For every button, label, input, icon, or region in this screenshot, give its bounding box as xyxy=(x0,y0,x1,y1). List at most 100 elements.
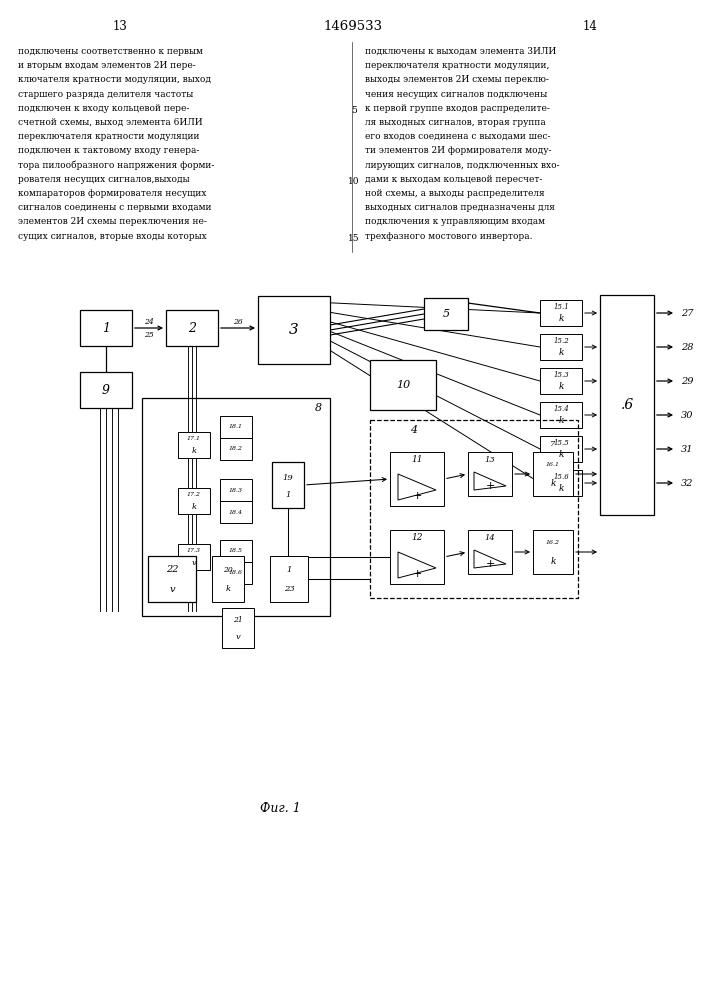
Text: старшего разряда делителя частоты: старшего разряда делителя частоты xyxy=(18,90,193,99)
Text: v: v xyxy=(192,559,197,567)
Text: 9: 9 xyxy=(102,383,110,396)
Text: трехфазного мостового инвертора.: трехфазного мостового инвертора. xyxy=(365,232,532,241)
Text: v: v xyxy=(169,585,175,594)
Text: 18.3: 18.3 xyxy=(229,488,243,492)
Text: 17.3: 17.3 xyxy=(187,548,201,553)
Text: 28: 28 xyxy=(681,342,694,352)
Text: 32: 32 xyxy=(681,479,694,488)
Text: 29: 29 xyxy=(681,376,694,385)
Text: 1: 1 xyxy=(102,322,110,334)
Text: 5: 5 xyxy=(351,106,357,115)
Text: 4: 4 xyxy=(411,425,418,435)
Text: 18.6: 18.6 xyxy=(229,570,243,576)
Text: 22: 22 xyxy=(165,565,178,574)
Text: 23: 23 xyxy=(284,585,294,593)
Text: 15.1: 15.1 xyxy=(553,303,569,311)
Bar xyxy=(178,544,210,570)
Bar xyxy=(540,334,582,360)
Bar xyxy=(220,562,252,584)
Text: и вторым входам элементов 2И пере-: и вторым входам элементов 2И пере- xyxy=(18,61,196,70)
Bar xyxy=(166,310,218,346)
Text: 18.1: 18.1 xyxy=(229,424,243,430)
Text: 27: 27 xyxy=(681,308,694,318)
Text: ти элементов 2И формирователя моду-: ти элементов 2И формирователя моду- xyxy=(365,146,551,155)
Text: +: + xyxy=(412,569,421,579)
Text: чения несущих сигналов подключены: чения несущих сигналов подключены xyxy=(365,90,547,99)
Text: переключателя кратности модуляции: переключателя кратности модуляции xyxy=(18,132,199,141)
Text: 26: 26 xyxy=(233,318,243,326)
Text: 10: 10 xyxy=(396,380,410,390)
Bar xyxy=(178,432,210,458)
Text: подключены соответственно к первым: подключены соответственно к первым xyxy=(18,47,203,56)
Bar xyxy=(600,295,654,515)
Text: подключен к входу кольцевой пере-: подключен к входу кольцевой пере- xyxy=(18,104,189,113)
Bar xyxy=(178,488,210,514)
Text: подключены к выходам элемента 3ИЛИ: подключены к выходам элемента 3ИЛИ xyxy=(365,47,556,56)
Text: 18.2: 18.2 xyxy=(229,446,243,452)
Bar xyxy=(370,360,436,410)
Text: сущих сигналов, вторые входы которых: сущих сигналов, вторые входы которых xyxy=(18,232,206,241)
Text: 31: 31 xyxy=(681,444,694,454)
Text: 17.2: 17.2 xyxy=(187,492,201,497)
Bar xyxy=(220,438,252,460)
Text: 15.3: 15.3 xyxy=(553,371,569,379)
Text: k: k xyxy=(226,585,230,593)
Text: 3: 3 xyxy=(289,323,299,337)
Text: +: + xyxy=(485,559,495,569)
Text: 18.4: 18.4 xyxy=(229,510,243,514)
Text: тора пилообразного напряжения форми-: тора пилообразного напряжения форми- xyxy=(18,161,214,170)
Bar xyxy=(80,310,132,346)
Text: 18.5: 18.5 xyxy=(229,548,243,554)
Text: 13: 13 xyxy=(112,20,127,33)
Text: 25: 25 xyxy=(144,331,154,339)
Text: 17.1: 17.1 xyxy=(187,436,201,441)
Bar xyxy=(220,416,252,438)
Text: 15.4: 15.4 xyxy=(553,405,569,413)
Text: k: k xyxy=(559,416,563,425)
Bar xyxy=(220,501,252,523)
Text: ключателя кратности модуляции, выход: ключателя кратности модуляции, выход xyxy=(18,75,211,84)
Text: k: k xyxy=(559,382,563,391)
Text: 15.2: 15.2 xyxy=(553,337,569,345)
Bar xyxy=(540,470,582,496)
Text: лирующих сигналов, подключенных вхо-: лирующих сигналов, подключенных вхо- xyxy=(365,161,560,170)
Text: сигналов соединены с первыми входами: сигналов соединены с первыми входами xyxy=(18,203,211,212)
Text: 14: 14 xyxy=(484,534,496,542)
Bar xyxy=(220,540,252,562)
Bar xyxy=(142,398,330,616)
Bar xyxy=(212,556,244,602)
Text: 16.1: 16.1 xyxy=(546,462,560,467)
Bar xyxy=(390,452,444,506)
Bar xyxy=(540,402,582,428)
Bar xyxy=(468,530,512,574)
Text: 15: 15 xyxy=(348,234,360,243)
Bar xyxy=(468,452,512,496)
Bar xyxy=(220,479,252,501)
Text: k: k xyxy=(559,314,563,323)
Bar xyxy=(540,436,582,462)
Text: компараторов формирователя несущих: компараторов формирователя несущих xyxy=(18,189,206,198)
Bar xyxy=(370,420,578,598)
Bar xyxy=(272,462,304,508)
Text: рователя несущих сигналов,выходы: рователя несущих сигналов,выходы xyxy=(18,175,189,184)
Text: 30: 30 xyxy=(681,410,694,420)
Text: 13: 13 xyxy=(484,456,496,464)
Text: 16.2: 16.2 xyxy=(546,540,560,545)
Text: 2: 2 xyxy=(188,322,196,334)
Text: k: k xyxy=(559,348,563,357)
Text: +: + xyxy=(412,491,421,501)
Bar xyxy=(540,300,582,326)
Text: +: + xyxy=(485,481,495,491)
Text: Фиг. 1: Фиг. 1 xyxy=(259,802,300,814)
Text: 15.5: 15.5 xyxy=(553,439,569,447)
Text: элементов 2И схемы переключения не-: элементов 2И схемы переключения не- xyxy=(18,217,207,226)
Text: k: k xyxy=(559,450,563,459)
Text: дами к выходам кольцевой пересчет-: дами к выходам кольцевой пересчет- xyxy=(365,175,542,184)
Bar xyxy=(258,296,330,364)
Bar xyxy=(80,372,132,408)
Bar xyxy=(533,452,573,496)
Text: 19: 19 xyxy=(283,474,293,482)
Text: счетной схемы, выход элемента 6ИЛИ: счетной схемы, выход элемента 6ИЛИ xyxy=(18,118,203,127)
Text: 24: 24 xyxy=(144,318,154,326)
Text: 5: 5 xyxy=(443,309,450,319)
